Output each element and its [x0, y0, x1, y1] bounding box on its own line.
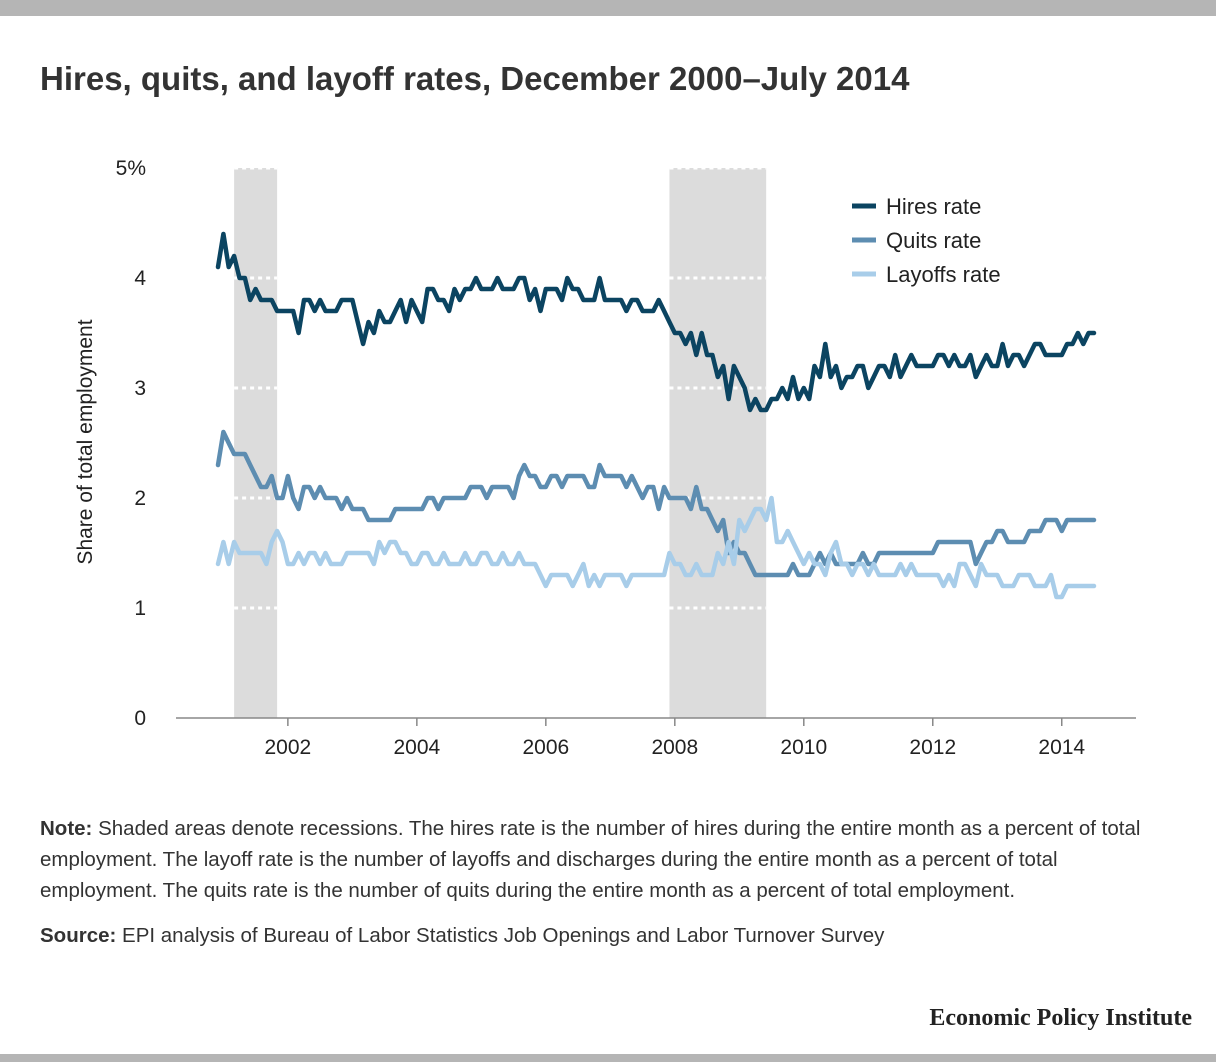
series-line-layoffs	[215, 495, 1097, 600]
x-tick-label: 2010	[780, 736, 827, 759]
y-tick-label: 1	[134, 597, 146, 620]
source-paragraph: Source: EPI analysis of Bureau of Labor …	[40, 920, 1180, 951]
note-label: Note:	[40, 817, 93, 840]
legend-label-quits: Quits rate	[886, 228, 981, 253]
bottom-border	[0, 1054, 1216, 1062]
y-tick-label: 5%	[116, 157, 146, 180]
x-axis-ticks: 2002 2004 2006 2008 2010 2012 2014	[265, 718, 1085, 759]
y-axis-title: Share of total employment	[74, 319, 97, 564]
note-paragraph: Note: Shaded areas denote recessions. Th…	[40, 813, 1180, 906]
brand-logo: Economic Policy Institute	[929, 1005, 1192, 1031]
y-tick-label: 3	[134, 377, 146, 400]
recession-band	[669, 168, 767, 718]
y-tick-label: 0	[134, 707, 146, 730]
legend-label-hires: Hires rate	[886, 194, 981, 219]
y-axis-ticks: 0 1 2 3 4 5%	[116, 157, 147, 730]
x-tick-label: 2008	[651, 736, 698, 759]
series-lines	[215, 231, 1097, 600]
x-tick-label: 2004	[393, 736, 440, 759]
recession-band	[234, 168, 278, 718]
note-text: Shaded areas denote recessions. The hire…	[40, 817, 1141, 902]
x-tick-label: 2006	[522, 736, 569, 759]
legend: Hires rate Quits rate Layoffs rate	[852, 194, 1001, 287]
legend-label-layoffs: Layoffs rate	[886, 262, 1001, 287]
series-line-hires	[215, 231, 1097, 413]
recession-gridlines	[234, 166, 767, 610]
chart-title: Hires, quits, and layoff rates, December…	[40, 60, 910, 97]
recession-bands	[234, 168, 767, 718]
y-tick-label: 4	[134, 267, 146, 290]
x-tick-label: 2002	[265, 736, 312, 759]
y-tick-label: 2	[134, 487, 146, 510]
top-border	[0, 0, 1216, 16]
source-label: Source:	[40, 924, 117, 947]
chart-notes: Note: Shaded areas denote recessions. Th…	[40, 813, 1180, 951]
series-line-quits	[215, 429, 1097, 578]
source-text: EPI analysis of Bureau of Labor Statisti…	[122, 924, 885, 947]
line-chart: 2002 2004 2006 2008 2010 2012 2014 0 1 2 3 4 5% Sha…	[74, 157, 1136, 759]
x-tick-label: 2014	[1038, 736, 1085, 759]
x-tick-label: 2012	[909, 736, 956, 759]
